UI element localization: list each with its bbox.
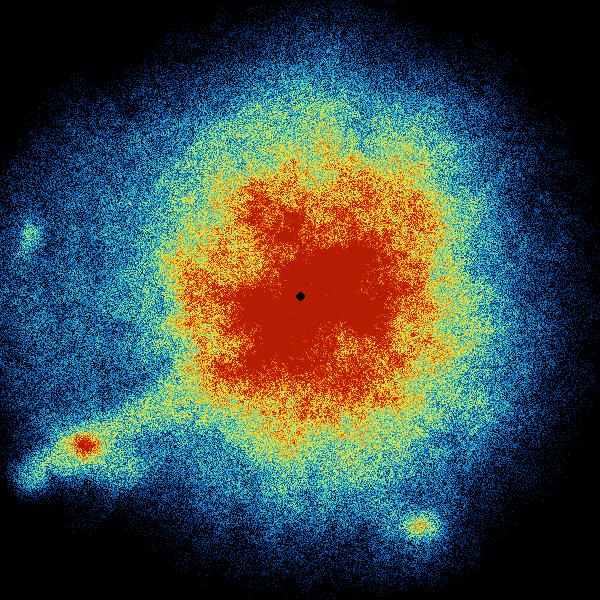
density-map-figure: [0, 0, 600, 600]
density-map-canvas: [0, 0, 600, 600]
